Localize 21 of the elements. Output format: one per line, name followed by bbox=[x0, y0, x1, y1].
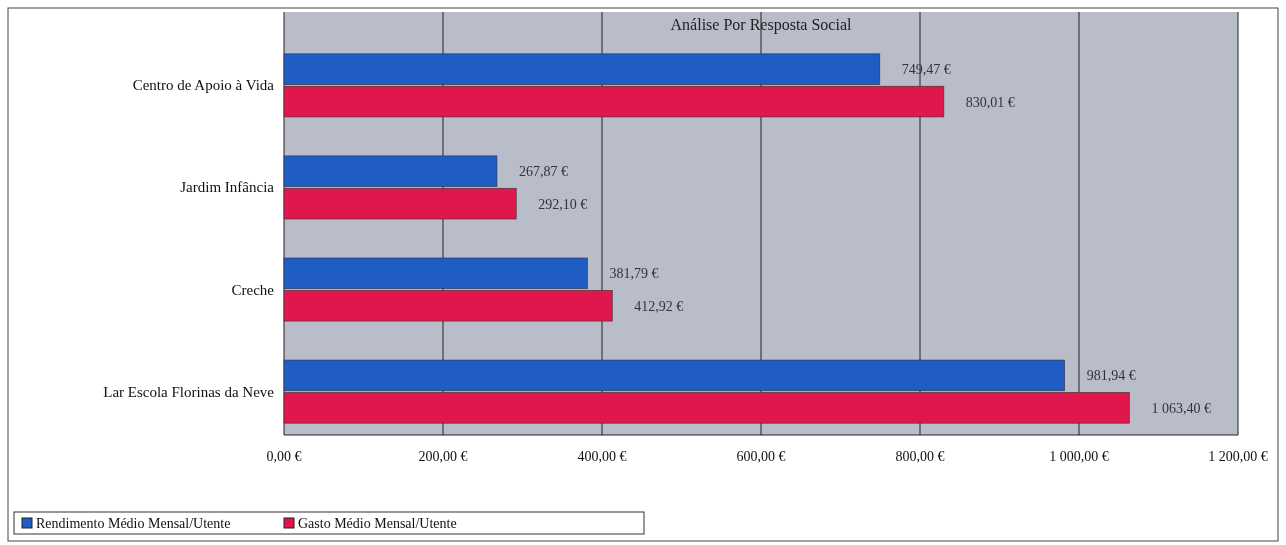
legend-label: Gasto Médio Mensal/Utente bbox=[298, 516, 457, 531]
data-label: 981,94 € bbox=[1086, 368, 1136, 384]
data-label: 412,92 € bbox=[634, 298, 684, 314]
x-tick-label: 200,00 € bbox=[418, 449, 468, 464]
y-tick-label: Jardim Infância bbox=[180, 179, 275, 196]
data-label: 292,10 € bbox=[538, 196, 588, 212]
data-label: 267,87 € bbox=[518, 164, 568, 180]
x-tick-label: 600,00 € bbox=[736, 449, 786, 464]
y-tick-label: Centro de Apoio à Vida bbox=[132, 77, 275, 94]
x-tick-label: 1 200,00 € bbox=[1208, 449, 1268, 464]
y-tick-label: Creche bbox=[231, 281, 275, 298]
x-tick-label: 0,00 € bbox=[266, 449, 302, 464]
legend-label: Rendimento Médio Mensal/Utente bbox=[36, 516, 231, 531]
x-tick-label: 400,00 € bbox=[577, 449, 627, 464]
data-label: 381,79 € bbox=[609, 266, 659, 282]
x-tick-label: 1 000,00 € bbox=[1049, 449, 1109, 464]
data-label: 830,01 € bbox=[965, 94, 1015, 110]
data-label: 1 063,40 € bbox=[1151, 400, 1211, 416]
chart-title: Análise Por Resposta Social bbox=[670, 16, 852, 34]
x-tick-label: 800,00 € bbox=[895, 449, 945, 464]
y-tick-label: Lar Escola Florinas da Neve bbox=[103, 383, 275, 400]
